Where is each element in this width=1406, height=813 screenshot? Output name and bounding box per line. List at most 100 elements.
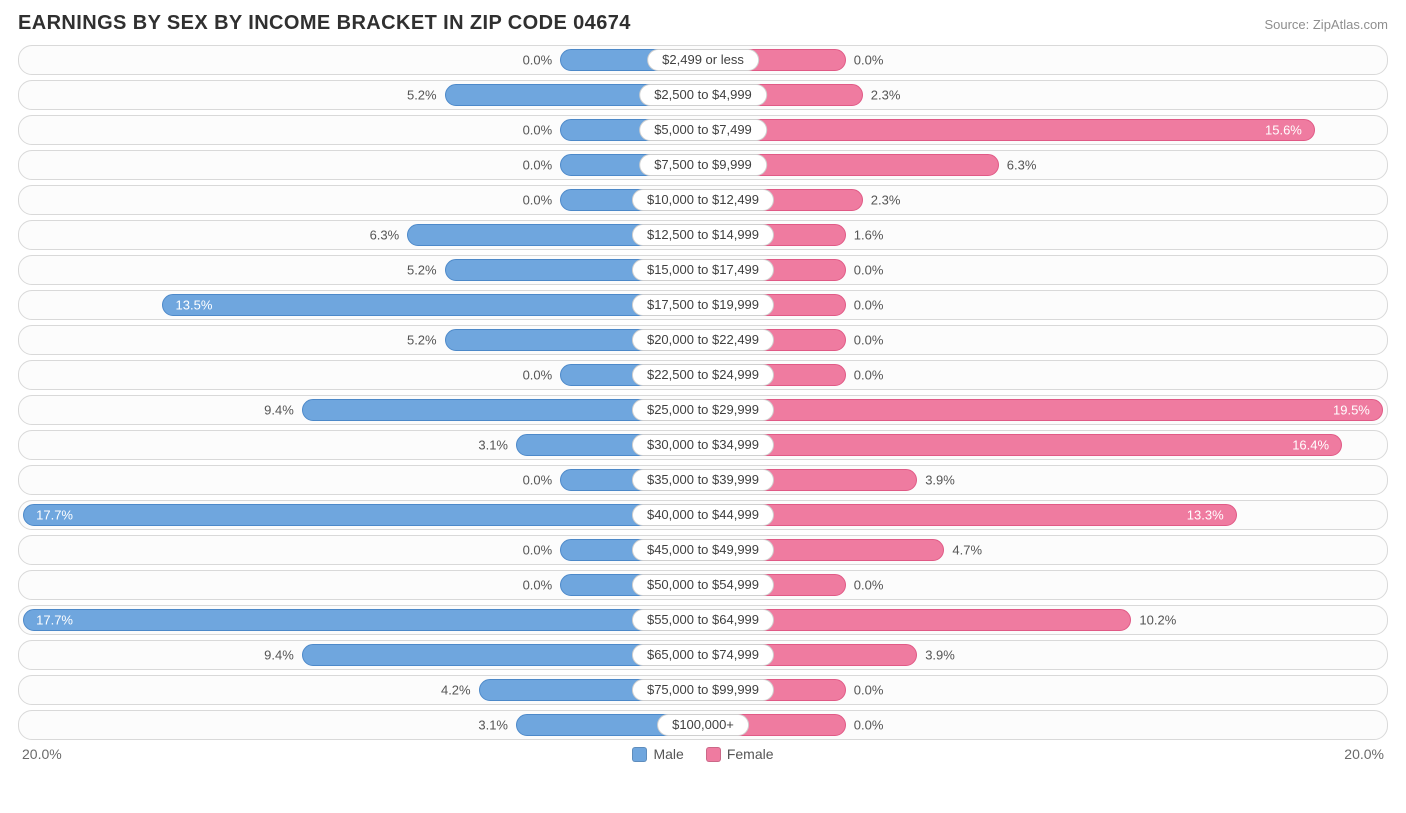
bracket-label: $40,000 to $44,999 bbox=[632, 504, 774, 526]
female-value: 3.9% bbox=[925, 473, 955, 488]
table-row: 3.1% 16.4% $30,000 to $34,999 bbox=[18, 430, 1388, 460]
table-row: 0.0% 0.0% $2,499 or less bbox=[18, 45, 1388, 75]
male-value: 0.0% bbox=[523, 193, 553, 208]
axis-max-right: 20.0% bbox=[1344, 746, 1384, 762]
bracket-label: $20,000 to $22,499 bbox=[632, 329, 774, 351]
female-value: 2.3% bbox=[871, 193, 901, 208]
male-value: 6.3% bbox=[370, 228, 400, 243]
male-value: 9.4% bbox=[264, 403, 294, 418]
axis-max-left: 20.0% bbox=[22, 746, 62, 762]
bracket-label: $100,000+ bbox=[657, 714, 749, 736]
bracket-label: $12,500 to $14,999 bbox=[632, 224, 774, 246]
bracket-label: $7,500 to $9,999 bbox=[639, 154, 767, 176]
bracket-label: $65,000 to $74,999 bbox=[632, 644, 774, 666]
male-value: 17.7% bbox=[36, 613, 73, 628]
chart-source: Source: ZipAtlas.com bbox=[1264, 17, 1388, 32]
table-row: 5.2% 2.3% $2,500 to $4,999 bbox=[18, 80, 1388, 110]
chart-header: EARNINGS BY SEX BY INCOME BRACKET IN ZIP… bbox=[18, 12, 1388, 35]
legend-item-female: Female bbox=[706, 746, 774, 762]
bracket-label: $25,000 to $29,999 bbox=[632, 399, 774, 421]
table-row: 0.0% 0.0% $50,000 to $54,999 bbox=[18, 570, 1388, 600]
bracket-label: $55,000 to $64,999 bbox=[632, 609, 774, 631]
bracket-label: $5,000 to $7,499 bbox=[639, 119, 767, 141]
table-row: 4.2% 0.0% $75,000 to $99,999 bbox=[18, 675, 1388, 705]
male-bar bbox=[162, 294, 703, 316]
female-value: 10.2% bbox=[1139, 613, 1176, 628]
female-bar bbox=[703, 434, 1342, 456]
table-row: 0.0% 6.3% $7,500 to $9,999 bbox=[18, 150, 1388, 180]
male-value: 13.5% bbox=[176, 298, 213, 313]
table-row: 17.7% 10.2% $55,000 to $64,999 bbox=[18, 605, 1388, 635]
table-row: 17.7% 13.3% $40,000 to $44,999 bbox=[18, 500, 1388, 530]
table-row: 0.0% 0.0% $22,500 to $24,999 bbox=[18, 360, 1388, 390]
female-value: 0.0% bbox=[854, 718, 884, 733]
table-row: 9.4% 19.5% $25,000 to $29,999 bbox=[18, 395, 1388, 425]
bracket-label: $50,000 to $54,999 bbox=[632, 574, 774, 596]
male-value: 0.0% bbox=[523, 578, 553, 593]
legend: Male Female bbox=[632, 746, 773, 762]
male-value: 0.0% bbox=[523, 543, 553, 558]
female-value: 2.3% bbox=[871, 88, 901, 103]
male-value: 17.7% bbox=[36, 508, 73, 523]
bracket-label: $35,000 to $39,999 bbox=[632, 469, 774, 491]
female-swatch-icon bbox=[706, 747, 721, 762]
male-value: 0.0% bbox=[523, 158, 553, 173]
table-row: 9.4% 3.9% $65,000 to $74,999 bbox=[18, 640, 1388, 670]
female-value: 16.4% bbox=[1292, 438, 1329, 453]
bracket-label: $2,500 to $4,999 bbox=[639, 84, 767, 106]
female-bar bbox=[703, 119, 1315, 141]
male-value: 5.2% bbox=[407, 263, 437, 278]
bracket-label: $15,000 to $17,499 bbox=[632, 259, 774, 281]
female-value: 3.9% bbox=[925, 648, 955, 663]
table-row: 0.0% 4.7% $45,000 to $49,999 bbox=[18, 535, 1388, 565]
diverging-bar-chart: 0.0% 0.0% $2,499 or less 5.2% 2.3% $2,500 to … bbox=[18, 45, 1388, 740]
bracket-label: $45,000 to $49,999 bbox=[632, 539, 774, 561]
male-value: 4.2% bbox=[441, 683, 471, 698]
male-value: 0.0% bbox=[523, 368, 553, 383]
male-value: 9.4% bbox=[264, 648, 294, 663]
female-bar bbox=[703, 504, 1237, 526]
legend-label-female: Female bbox=[727, 746, 774, 762]
male-value: 3.1% bbox=[478, 438, 508, 453]
table-row: 5.2% 0.0% $15,000 to $17,499 bbox=[18, 255, 1388, 285]
table-row: 3.1% 0.0% $100,000+ bbox=[18, 710, 1388, 740]
bracket-label: $17,500 to $19,999 bbox=[632, 294, 774, 316]
female-value: 1.6% bbox=[854, 228, 884, 243]
table-row: 0.0% 2.3% $10,000 to $12,499 bbox=[18, 185, 1388, 215]
female-value: 19.5% bbox=[1333, 403, 1370, 418]
chart-title: EARNINGS BY SEX BY INCOME BRACKET IN ZIP… bbox=[18, 12, 631, 35]
table-row: 0.0% 3.9% $35,000 to $39,999 bbox=[18, 465, 1388, 495]
male-value: 5.2% bbox=[407, 88, 437, 103]
bracket-label: $2,499 or less bbox=[647, 49, 759, 71]
female-value: 6.3% bbox=[1007, 158, 1037, 173]
female-value: 0.0% bbox=[854, 578, 884, 593]
male-bar bbox=[23, 609, 703, 631]
table-row: 0.0% 15.6% $5,000 to $7,499 bbox=[18, 115, 1388, 145]
bracket-label: $75,000 to $99,999 bbox=[632, 679, 774, 701]
table-row: 5.2% 0.0% $20,000 to $22,499 bbox=[18, 325, 1388, 355]
male-value: 0.0% bbox=[523, 123, 553, 138]
female-value: 0.0% bbox=[854, 368, 884, 383]
female-bar bbox=[703, 399, 1383, 421]
female-value: 15.6% bbox=[1265, 123, 1302, 138]
male-swatch-icon bbox=[632, 747, 647, 762]
male-value: 5.2% bbox=[407, 333, 437, 348]
bracket-label: $22,500 to $24,999 bbox=[632, 364, 774, 386]
bracket-label: $30,000 to $34,999 bbox=[632, 434, 774, 456]
male-value: 0.0% bbox=[523, 53, 553, 68]
table-row: 13.5%0.0%$17,500 to $19,999 bbox=[18, 290, 1388, 320]
female-value: 0.0% bbox=[854, 683, 884, 698]
chart-footer: 20.0% Male Female 20.0% bbox=[18, 746, 1388, 762]
male-bar bbox=[23, 504, 703, 526]
female-value: 13.3% bbox=[1187, 508, 1224, 523]
table-row: 6.3% 1.6% $12,500 to $14,999 bbox=[18, 220, 1388, 250]
bracket-label: $10,000 to $12,499 bbox=[632, 189, 774, 211]
female-value: 0.0% bbox=[854, 333, 884, 348]
male-value: 3.1% bbox=[478, 718, 508, 733]
female-value: 0.0% bbox=[854, 53, 884, 68]
legend-label-male: Male bbox=[653, 746, 683, 762]
female-value: 4.7% bbox=[952, 543, 982, 558]
male-value: 0.0% bbox=[523, 473, 553, 488]
legend-item-male: Male bbox=[632, 746, 683, 762]
female-value: 0.0% bbox=[854, 263, 884, 278]
